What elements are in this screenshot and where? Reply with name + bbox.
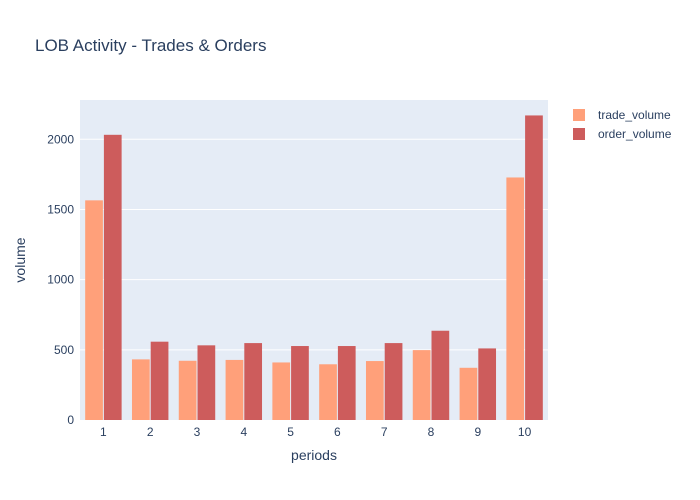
y-tick-label: 2000	[47, 132, 74, 146]
x-tick-label: 8	[428, 425, 435, 439]
bar-trade_volume-4	[225, 359, 244, 420]
x-axis-title: periods	[291, 447, 337, 463]
plot-area	[80, 100, 548, 420]
bar-trade_volume-5	[272, 362, 291, 420]
bar-trade_volume-1	[85, 200, 103, 420]
x-tick-label: 10	[518, 425, 532, 439]
legend-label: order_volume	[598, 127, 672, 141]
x-tick-label: 9	[474, 425, 481, 439]
bar-trade_volume-8	[412, 350, 431, 420]
y-axis-ticks: 0 500 1000 1500 2000	[47, 132, 74, 427]
bar-order_volume-3	[197, 345, 216, 420]
bar-order_volume-7	[384, 343, 403, 420]
bar-order_volume-5	[291, 346, 309, 420]
legend[interactable]: trade_volume order_volume	[573, 108, 672, 141]
legend-label: trade_volume	[598, 108, 671, 122]
bar-trade_volume-3	[178, 360, 197, 420]
x-tick-label: 3	[194, 425, 201, 439]
legend-item-order_volume[interactable]: order_volume	[573, 127, 672, 141]
bar-trade_volume-7	[365, 361, 384, 420]
y-tick-label: 1000	[47, 273, 74, 287]
y-tick-label: 1500	[47, 202, 74, 216]
y-tick-label: 0	[67, 413, 74, 427]
x-tick-label: 7	[381, 425, 388, 439]
bar-order_volume-9	[478, 348, 497, 420]
bar-order_volume-1	[103, 134, 122, 421]
x-tick-label: 1	[100, 425, 107, 439]
x-axis-ticks: 1 2 3 4 5 6 7 8 9 10	[100, 425, 532, 439]
bar-trade_volume-2	[131, 359, 150, 420]
legend-item-trade_volume[interactable]: trade_volume	[573, 108, 671, 122]
x-tick-label: 4	[240, 425, 247, 439]
bar-order_volume-10	[525, 115, 543, 420]
bar-order_volume-2	[150, 341, 169, 420]
bar-trade_volume-10	[506, 177, 525, 420]
bar-order_volume-6	[337, 346, 356, 420]
legend-swatch	[573, 128, 585, 140]
gridlines	[80, 138, 548, 351]
bar-order_volume-4	[244, 343, 263, 420]
bar-trade_volume-9	[459, 367, 478, 420]
x-tick-label: 5	[287, 425, 294, 439]
legend-swatch	[573, 109, 585, 121]
bar-order_volume-8	[431, 330, 450, 420]
chart-title: LOB Activity - Trades & Orders	[35, 36, 266, 55]
x-tick-label: 2	[147, 425, 154, 439]
y-tick-label: 500	[54, 343, 74, 357]
x-tick-label: 6	[334, 425, 341, 439]
bars	[85, 115, 543, 421]
bar-trade_volume-6	[319, 364, 337, 420]
y-axis-title: volume	[12, 237, 28, 282]
